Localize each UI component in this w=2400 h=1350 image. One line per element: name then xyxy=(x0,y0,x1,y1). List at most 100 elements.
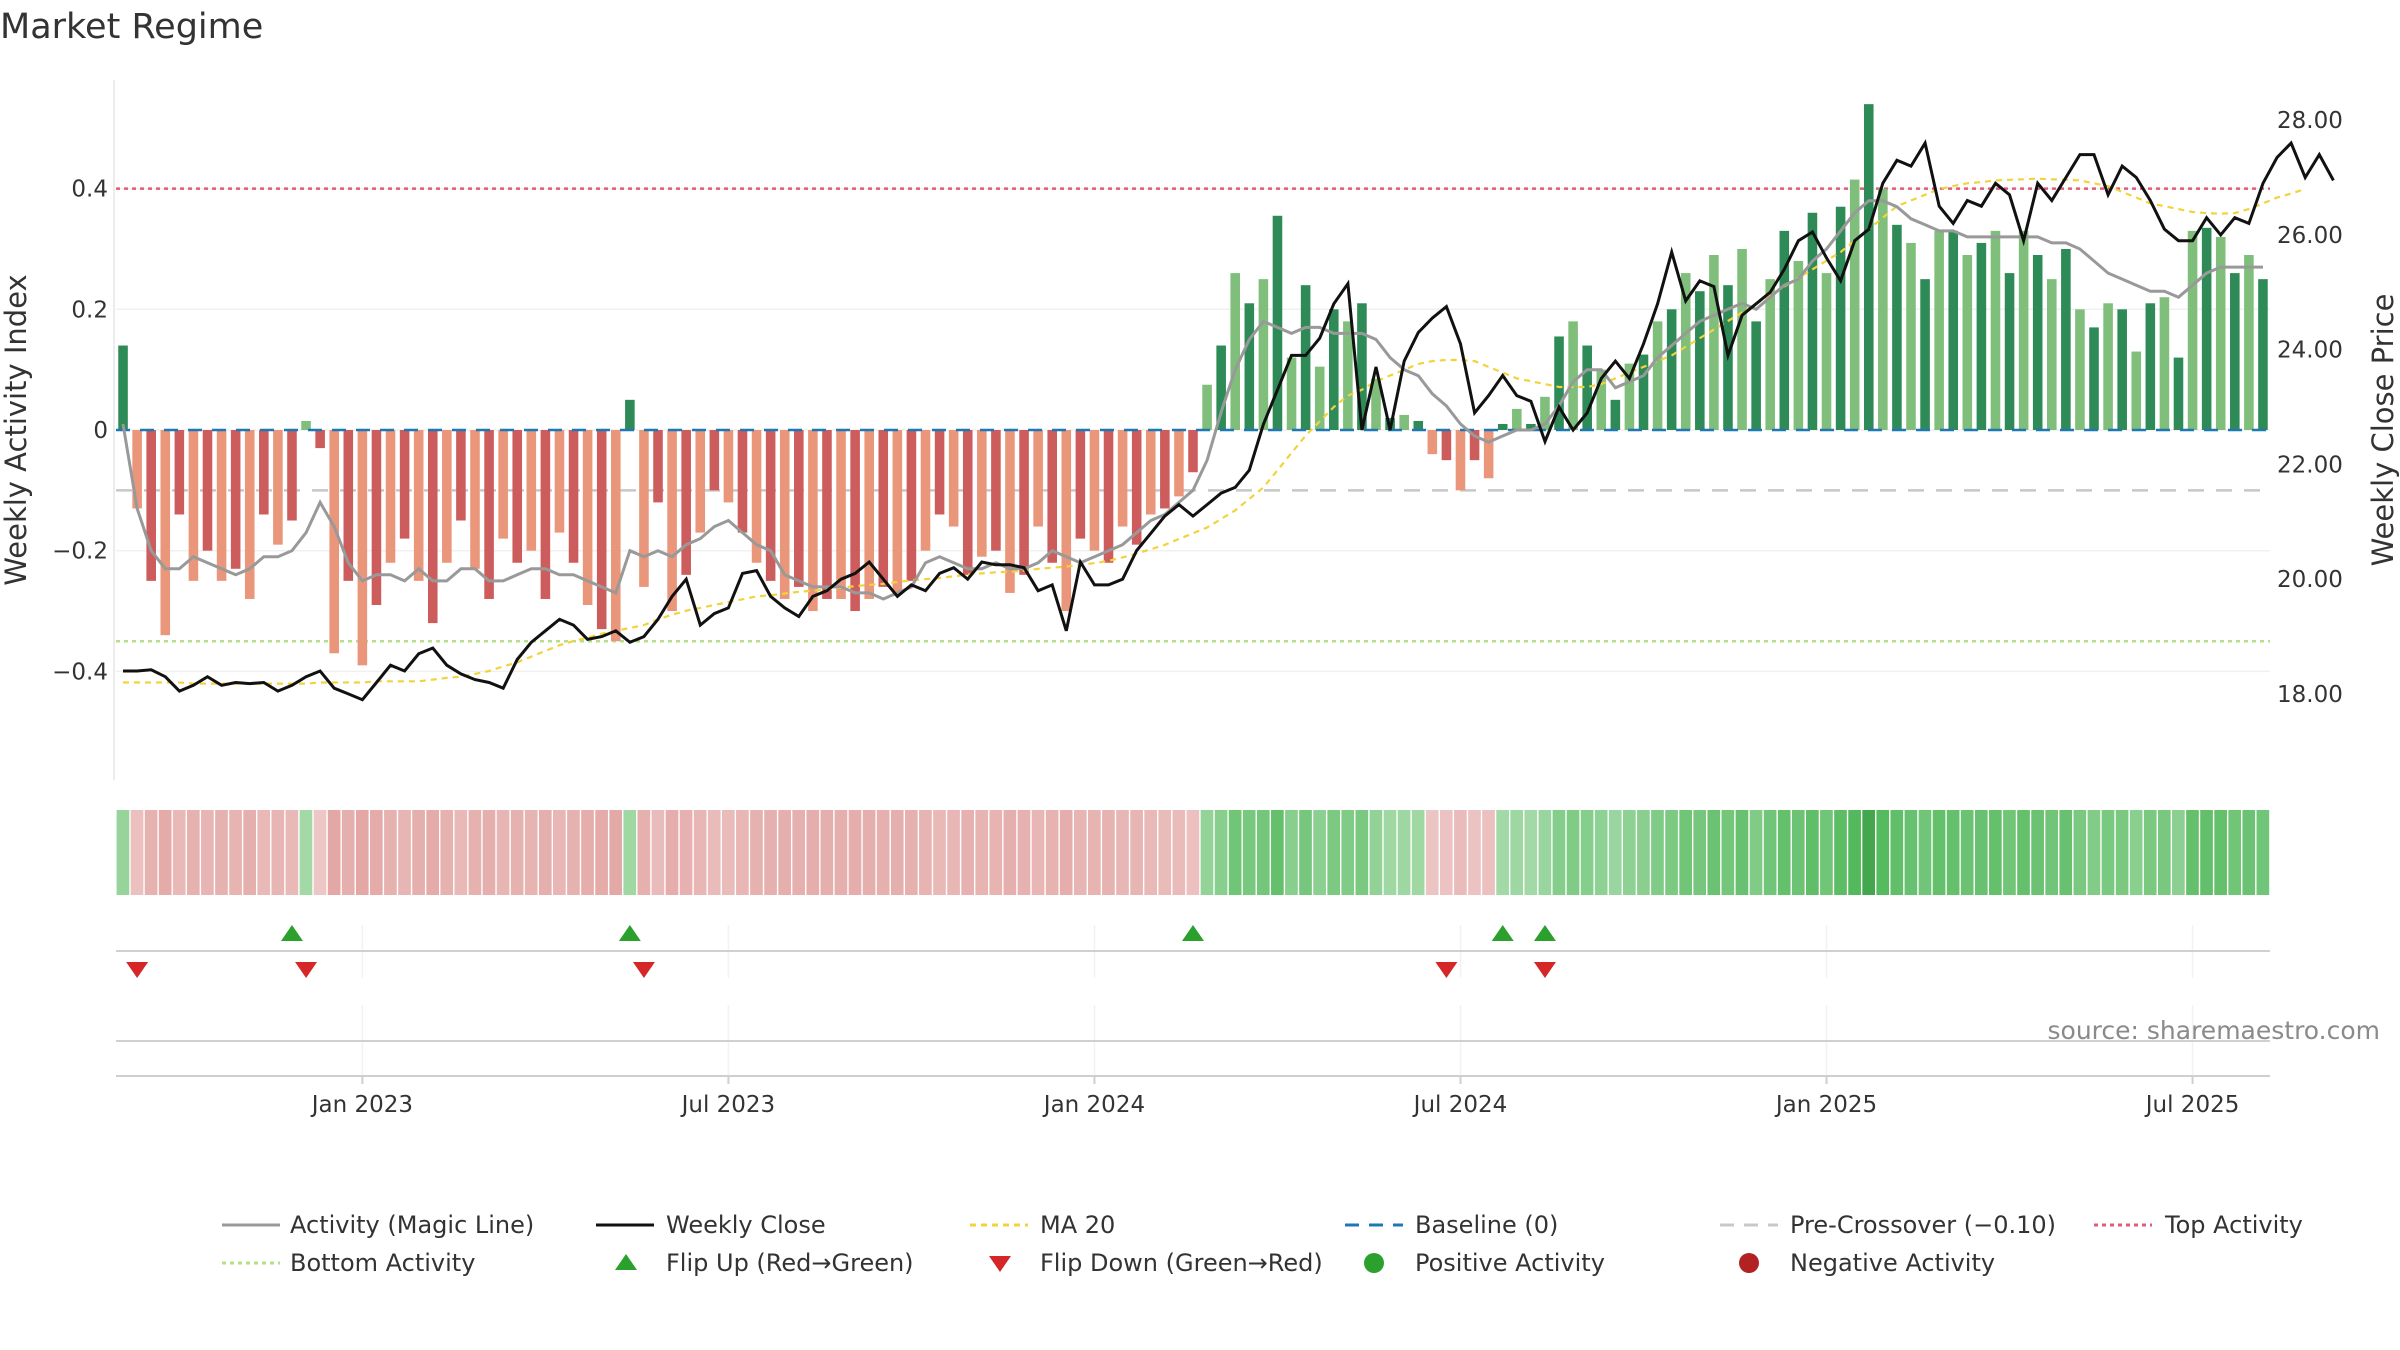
legend-item-magic: Activity (Magic Line) xyxy=(222,1211,534,1239)
regime-cell xyxy=(299,810,313,895)
activity-bar xyxy=(2215,236,2226,430)
activity-bar xyxy=(1624,363,1635,430)
activity-bar xyxy=(1526,423,1536,430)
regime-cell xyxy=(806,810,820,895)
regime-cell xyxy=(1285,810,1298,895)
activity-bar xyxy=(625,399,635,430)
activity-bar xyxy=(2032,255,2043,430)
regime-cell xyxy=(341,810,355,895)
regime-cell xyxy=(651,810,665,895)
regime-cell xyxy=(2228,810,2242,895)
regime-cell xyxy=(257,810,271,895)
flip-up-marker xyxy=(1491,925,1514,941)
activity-bar xyxy=(920,430,931,551)
activity-bar xyxy=(132,430,142,509)
chart-title: Market Regime xyxy=(0,7,263,47)
activity-bar xyxy=(259,430,269,515)
y-tick-label: −0.2 xyxy=(52,539,108,565)
regime-cell xyxy=(1566,810,1580,895)
regime-cell xyxy=(2129,810,2143,895)
activity-bar xyxy=(1765,279,1775,430)
legend-item-flip-up: Flip Up (Red→Green) xyxy=(615,1249,914,1277)
regime-cell xyxy=(1468,810,1481,895)
flip-down-marker xyxy=(1435,962,1458,978)
regime-cell xyxy=(567,810,580,895)
regime-cell xyxy=(848,810,862,895)
activity-bar xyxy=(2159,297,2170,430)
activity-bar xyxy=(287,430,297,521)
regime-cell xyxy=(1552,810,1566,895)
legend-label-magic: Activity (Magic Line) xyxy=(290,1211,534,1239)
activity-bar xyxy=(526,430,537,551)
activity-bar xyxy=(1863,104,1874,430)
legend-label-close: Weekly Close xyxy=(666,1211,826,1239)
activity-bar xyxy=(808,430,818,612)
regime-cell xyxy=(989,810,1003,895)
legend-item-flip-down: Flip Down (Green→Red) xyxy=(989,1249,1323,1277)
regime-cell xyxy=(1763,810,1777,895)
legend-label-flip-down: Flip Down (Green→Red) xyxy=(1040,1249,1323,1277)
regime-cell xyxy=(1144,810,1158,895)
regime-cell xyxy=(947,810,960,895)
activity-bar xyxy=(273,430,283,545)
regime-cell xyxy=(1045,810,1059,895)
regime-cell xyxy=(2256,810,2270,895)
legend-label-precross: Pre-Crossover (−0.10) xyxy=(1790,1211,2056,1239)
regime-cell xyxy=(510,810,524,895)
legend-item-neg-dot: Negative Activity xyxy=(1739,1249,1995,1277)
activity-bar xyxy=(385,430,396,563)
activity-bar xyxy=(723,430,734,503)
regime-cell xyxy=(2200,810,2213,895)
activity-bar xyxy=(216,430,227,581)
regime-cell xyxy=(1059,810,1073,895)
y2-tick-label: 20.00 xyxy=(2277,567,2343,593)
regime-cell xyxy=(1214,810,1228,895)
activity-bar xyxy=(962,430,973,575)
activity-bar xyxy=(1807,212,1818,430)
regime-cell xyxy=(1834,810,1847,895)
regime-cell xyxy=(1102,810,1115,895)
y2-tick-label: 24.00 xyxy=(2277,338,2343,364)
activity-bar xyxy=(906,430,917,581)
activity-bar xyxy=(1906,242,1916,430)
activity-bar xyxy=(2061,248,2071,430)
activity-bar xyxy=(1709,255,1719,430)
legend-swatch-pos-dot xyxy=(1364,1253,1384,1273)
activity-bar xyxy=(878,430,889,587)
activity-bar xyxy=(1497,423,1508,430)
regime-cell xyxy=(1158,810,1172,895)
regime-cell xyxy=(384,810,397,895)
regime-cell xyxy=(637,810,651,895)
regime-cell xyxy=(1383,810,1397,895)
regime-cell xyxy=(2172,810,2185,895)
activity-bar xyxy=(1962,255,1973,430)
activity-bar xyxy=(329,430,339,654)
y2-tick-label: 18.00 xyxy=(2277,682,2343,708)
x-tick-label: Jan 2024 xyxy=(1042,1092,1145,1118)
legend-label-flip-up: Flip Up (Red→Green) xyxy=(666,1249,914,1277)
activity-bar xyxy=(695,430,706,533)
regime-cell xyxy=(412,810,425,895)
activity-bar xyxy=(118,345,128,430)
activity-bar xyxy=(230,430,241,569)
legend-label-baseline: Baseline (0) xyxy=(1415,1211,1558,1239)
activity-bar xyxy=(301,420,311,430)
regime-cell xyxy=(2101,810,2115,895)
regime-cell xyxy=(1496,810,1509,895)
activity-bar xyxy=(413,430,424,581)
regime-cell xyxy=(1299,810,1312,895)
regime-cell xyxy=(2214,810,2227,895)
activity-bar xyxy=(1019,430,1029,575)
flip-down-marker xyxy=(632,962,655,978)
activity-bar xyxy=(948,430,959,527)
activity-bar xyxy=(850,430,860,612)
regime-cell xyxy=(707,810,721,895)
regime-cell xyxy=(1425,810,1439,895)
regime-cell xyxy=(172,810,186,895)
regime-cell xyxy=(553,810,566,895)
activity-bar xyxy=(1652,321,1663,430)
activity-bar xyxy=(188,430,199,581)
regime-cell xyxy=(1454,810,1467,895)
legend-label-ma: MA 20 xyxy=(1040,1211,1115,1239)
legend-label-pos-dot: Positive Activity xyxy=(1415,1249,1605,1277)
